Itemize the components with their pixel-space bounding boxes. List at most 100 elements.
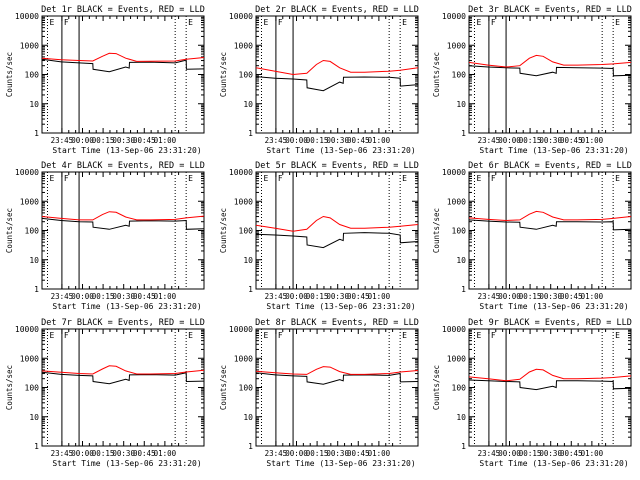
x-tick-label: 00:00: [71, 136, 94, 145]
event-marker-label: E: [188, 18, 193, 27]
y-tick-label: 1: [34, 442, 39, 451]
x-tick-label: 00:00: [498, 292, 521, 301]
event-marker-label: F: [64, 174, 69, 183]
event-marker-label: F: [278, 18, 283, 27]
x-tick-label: 23:45: [265, 292, 288, 301]
events-series-line: [468, 65, 632, 77]
x-tick-label: 00:00: [71, 449, 94, 458]
y-tick-label: 10000: [442, 325, 466, 334]
x-tick-label: 01:00: [581, 449, 604, 458]
detector-panel-3: Det 3r BLACK = Events, RED = LLD 1 10 100 10…: [432, 5, 632, 155]
panel-title: Det 5r BLACK = Events, RED = LLD: [255, 161, 419, 171]
x-axis-label: Start Time (13-Sep-06 23:31:20): [479, 459, 628, 468]
y-tick-label: 1: [461, 129, 466, 138]
lld-series-line: [468, 54, 632, 68]
event-marker-label: E: [49, 18, 54, 27]
y-tick-label: 10000: [229, 325, 253, 334]
y-tick-label: 1000: [20, 197, 39, 206]
event-marker-label: E: [263, 174, 268, 183]
x-tick-label: 01:00: [581, 292, 604, 301]
event-marker-label: F: [64, 18, 69, 27]
x-tick-label: 23:45: [478, 449, 501, 458]
x-tick-label: 00:45: [133, 449, 156, 458]
plot-frame: [468, 328, 632, 447]
event-marker-label: E: [188, 174, 193, 183]
y-tick-label: 1000: [20, 354, 39, 363]
x-tick-label: 00:15: [306, 292, 329, 301]
event-marker-label: F: [278, 174, 283, 183]
y-axis-label: Counts/sec: [219, 208, 228, 253]
y-tick-label: 1: [248, 285, 253, 294]
y-tick-label: 10: [29, 100, 39, 109]
x-tick-label: 00:30: [112, 136, 135, 145]
x-tick-label: 00:30: [539, 292, 562, 301]
x-tick-label: 00:45: [133, 292, 156, 301]
event-marker-label: E: [402, 331, 407, 340]
x-axis-label: Start Time (13-Sep-06 23:31:20): [479, 146, 628, 155]
panel-title: Det 9r BLACK = Events, RED = LLD: [468, 318, 632, 328]
event-marker-label: E: [402, 174, 407, 183]
y-tick-label: 100: [25, 71, 40, 80]
y-tick-label: 1: [248, 129, 253, 138]
y-tick-label: 10000: [229, 12, 253, 21]
y-tick-label: 10000: [15, 12, 39, 21]
x-tick-label: 01:00: [154, 136, 177, 145]
y-tick-label: 10000: [229, 168, 253, 177]
plot-frame: [41, 328, 205, 447]
x-tick-label: 00:15: [92, 136, 115, 145]
x-tick-label: 00:00: [498, 136, 521, 145]
panel-title: Det 3r BLACK = Events, RED = LLD: [468, 5, 632, 15]
panel-title: Det 1r BLACK = Events, RED = LLD: [41, 5, 205, 15]
lld-series-line: [255, 366, 419, 375]
x-tick-label: 00:15: [519, 292, 542, 301]
plot-frame: [468, 15, 632, 134]
event-marker-label: E: [476, 18, 481, 27]
panel-title: Det 8r BLACK = Events, RED = LLD: [255, 318, 419, 328]
events-series-line: [41, 217, 205, 230]
plot-frame: [41, 171, 205, 290]
event-marker-label: F: [491, 174, 496, 183]
plot-frame: [468, 171, 632, 290]
x-tick-label: 00:45: [347, 136, 370, 145]
lld-series-line: [468, 368, 632, 382]
x-tick-label: 01:00: [368, 292, 391, 301]
x-tick-label: 01:00: [368, 136, 391, 145]
y-axis-label: Counts/sec: [5, 52, 14, 97]
x-tick-label: 23:45: [478, 136, 501, 145]
panel-title: Det 6r BLACK = Events, RED = LLD: [468, 161, 632, 171]
x-axis-label: Start Time (13-Sep-06 23:31:20): [52, 302, 201, 311]
y-tick-label: 10000: [15, 168, 39, 177]
y-tick-label: 1000: [234, 41, 253, 50]
events-series-line: [255, 76, 419, 92]
x-axis-label: Start Time (13-Sep-06 23:31:20): [479, 302, 628, 311]
panel-title: Det 7r BLACK = Events, RED = LLD: [41, 318, 205, 328]
x-tick-label: 00:00: [285, 292, 308, 301]
y-tick-label: 1: [461, 442, 466, 451]
lld-series-line: [41, 211, 205, 221]
lld-series-line: [468, 210, 632, 222]
y-tick-label: 10: [456, 413, 466, 422]
detector-panel-8: Det 8r BLACK = Events, RED = LLD 1 10 100 10…: [219, 318, 419, 468]
x-tick-label: 00:15: [306, 449, 329, 458]
x-tick-label: 00:00: [498, 449, 521, 458]
y-axis-label: Counts/sec: [5, 365, 14, 410]
x-tick-label: 23:45: [265, 449, 288, 458]
x-tick-label: 01:00: [581, 136, 604, 145]
events-series-line: [41, 58, 205, 73]
x-axis-label: Start Time (13-Sep-06 23:31:20): [266, 302, 415, 311]
detector-panel-1: Det 1r BLACK = Events, RED = LLD 1 10 100 10…: [5, 5, 205, 155]
x-tick-label: 00:00: [285, 136, 308, 145]
lld-series-line: [255, 59, 419, 76]
y-tick-label: 100: [25, 384, 40, 393]
x-tick-label: 01:00: [368, 449, 391, 458]
event-marker-label: E: [263, 18, 268, 27]
y-tick-label: 1: [248, 442, 253, 451]
event-marker-label: F: [64, 331, 69, 340]
x-tick-label: 01:00: [154, 292, 177, 301]
x-tick-label: 00:15: [519, 136, 542, 145]
y-axis-label: Counts/sec: [219, 365, 228, 410]
event-marker-label: E: [402, 18, 407, 27]
x-tick-label: 01:00: [154, 449, 177, 458]
y-tick-label: 10: [243, 413, 253, 422]
